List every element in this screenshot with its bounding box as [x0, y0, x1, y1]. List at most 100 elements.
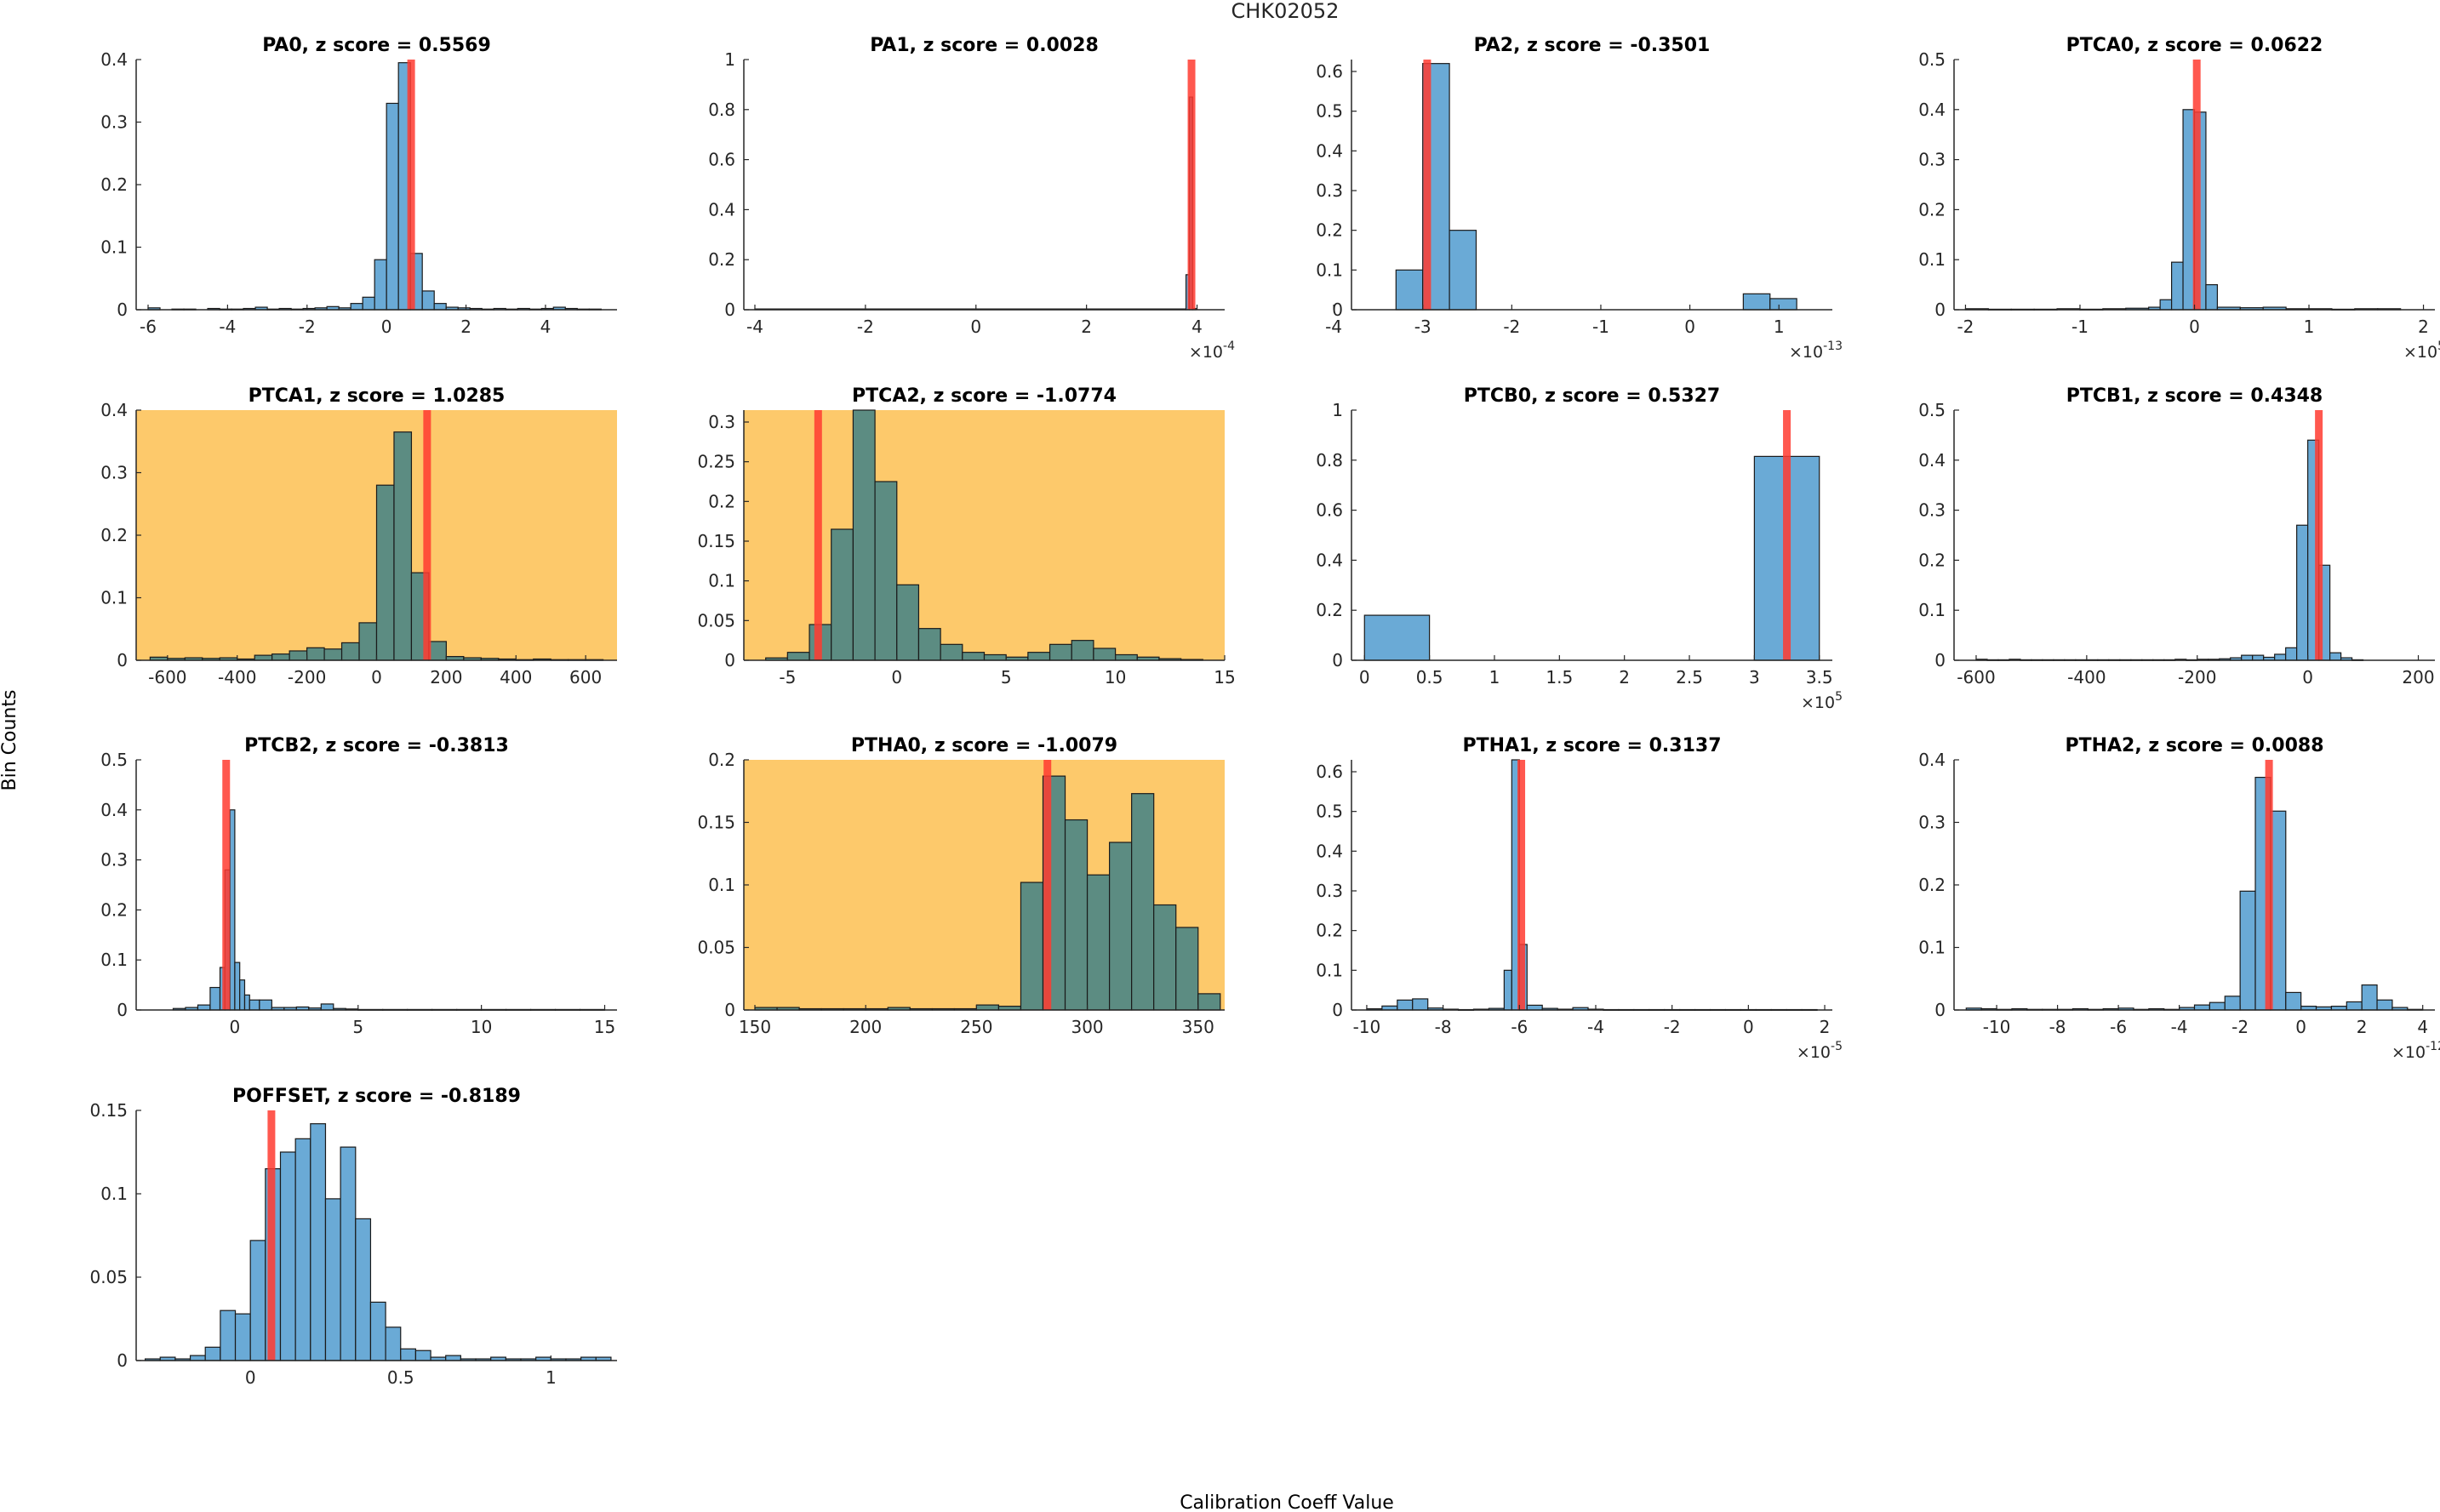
histogram-bar	[362, 296, 375, 311]
histogram-bar	[940, 643, 963, 661]
y-tick-label: 0.6	[708, 150, 735, 170]
histogram-bar	[375, 484, 395, 661]
y-tick-label: 0.8	[1316, 450, 1343, 471]
x-tick-label: 400	[500, 667, 532, 688]
x-tick-label: -600	[148, 667, 186, 688]
histogram-bar	[323, 648, 343, 661]
y-tick-label: 0.3	[708, 412, 735, 432]
x-tick-label: -400	[2067, 667, 2106, 688]
x-tick-label: 4	[2417, 1017, 2428, 1037]
histogram-bar	[414, 1349, 431, 1361]
histogram-bar	[917, 628, 941, 661]
x-tick-label: 4	[1191, 317, 1203, 337]
y-tick-label: 0.4	[1316, 140, 1343, 161]
y-tick-label: 0.3	[1918, 500, 1946, 521]
histogram-bar	[1114, 653, 1138, 661]
histogram-bar	[289, 650, 308, 661]
x-tick-label: 0	[371, 667, 382, 688]
histogram-panel: 0 0.5 1 0 0.05 0.1 0.15 POFFSET, z score = -0.8…	[89, 1086, 617, 1388]
histogram-bar	[1049, 643, 1072, 661]
y-tick-label: 0.05	[697, 610, 735, 630]
y-tick-label: 0.1	[100, 1184, 128, 1204]
x-axis-exponent: ×105	[1801, 690, 1843, 712]
figure-title: CHK02052	[1231, 0, 1340, 23]
histogram-panel: -4 -3 -2 -1 0 1 0 0.1 0.2 0.3 0.4 0.5 0.6 ×10-13 PA2, …	[1316, 35, 1843, 362]
y-tick-label: 0.2	[1918, 875, 1946, 895]
histogram-bar	[271, 653, 290, 661]
current-value-marker	[407, 60, 415, 310]
histogram-bar	[2346, 1001, 2363, 1011]
x-tick-label: 1	[1489, 667, 1500, 688]
x-tick-label: 1	[1774, 317, 1785, 337]
histogram-bar	[1449, 230, 1477, 311]
x-tick-label: 15	[594, 1017, 615, 1037]
y-tick-label: 0	[1934, 650, 1946, 670]
x-tick-label: 0	[230, 1017, 241, 1037]
x-tick-label: 600	[569, 667, 602, 688]
x-tick-label: 200	[2402, 667, 2434, 688]
x-tick-label: 200	[430, 667, 462, 688]
histogram-panel: -5 0 5 10 15 0 0.05 0.1 0.15 0.2 0.25 0.3 PTCA2, z s…	[697, 385, 1235, 688]
current-value-marker	[2265, 760, 2273, 1010]
y-tick-label: 0.4	[708, 199, 735, 220]
histogram-bar	[234, 961, 241, 1011]
y-tick-label: 0.3	[1918, 150, 1946, 170]
histogram-bar	[1412, 998, 1429, 1011]
panel-title: PA2, z score = -0.3501	[1474, 35, 1711, 56]
histogram-bar	[2241, 654, 2254, 661]
histogram-bar	[369, 1301, 386, 1361]
histogram-bar	[1086, 874, 1111, 1011]
histogram-panel: 0 0.5 1 1.5 2 2.5 3 3.5 0 0.2 0.4 0.6 0.8 1 ×105 PTCB0,…	[1316, 385, 1843, 712]
panel-title: PTCB1, z score = 0.4348	[2066, 385, 2323, 407]
histogram-bar	[1503, 969, 1512, 1011]
y-tick-label: 0.15	[89, 1100, 128, 1121]
x-tick-label: 2.5	[1676, 667, 1703, 688]
histogram-bar	[1153, 904, 1177, 1011]
y-tick-label: 0.1	[708, 571, 735, 591]
panel-title: PTHA1, z score = 0.3137	[1462, 735, 1721, 756]
histogram-bar	[320, 1003, 334, 1011]
y-tick-label: 0.2	[100, 899, 128, 920]
histogram-bar	[393, 431, 413, 661]
current-value-marker	[2315, 410, 2323, 660]
x-tick-label: -400	[218, 667, 256, 688]
histogram-bar	[358, 622, 378, 661]
y-tick-label: 0.1	[100, 237, 128, 258]
histogram-bar	[874, 481, 898, 661]
figure-x-axis-label: Calibration Coeff Value	[1180, 1492, 1394, 1512]
x-axis-exponent: ×10-13	[1789, 339, 1843, 362]
histogram-bar	[306, 647, 325, 661]
histogram-panel: -4 -2 0 2 4 0 0.2 0.4 0.6 0.8 1 ×10-4 PA1, z score =…	[708, 35, 1235, 362]
x-tick-label: -10	[1983, 1017, 2011, 1037]
histogram-bar	[254, 654, 273, 661]
x-tick-label: 0	[2189, 317, 2200, 337]
y-tick-label: 0.4	[1316, 841, 1343, 861]
x-tick-label: -3	[1414, 317, 1431, 337]
histogram-bar	[2285, 991, 2302, 1011]
histogram-panel: 0 5 10 15 0 0.1 0.2 0.3 0.4 0.5 PTCB2, z score = -…	[100, 735, 617, 1037]
x-tick-label: 300	[1071, 1017, 1103, 1037]
x-tick-label: 2	[2418, 317, 2429, 337]
x-tick-label: 250	[960, 1017, 992, 1037]
x-tick-label: 2	[1081, 317, 1092, 337]
x-tick-label: -4	[1325, 317, 1342, 337]
histogram-bar	[2171, 261, 2184, 311]
x-tick-label: 0	[891, 667, 902, 688]
y-tick-label: 0.6	[1316, 762, 1343, 782]
histogram-bar	[340, 642, 360, 661]
x-tick-label: -2	[1503, 317, 1520, 337]
histogram-bar	[374, 259, 387, 311]
y-tick-label: 0.15	[697, 813, 735, 833]
x-tick-label: 10	[471, 1017, 492, 1037]
x-tick-label: 2	[460, 317, 471, 337]
y-tick-label: 0.2	[1316, 600, 1343, 620]
x-tick-label: -2	[1664, 1017, 1681, 1037]
x-tick-label: -2	[857, 317, 874, 337]
y-tick-label: 0	[117, 1000, 128, 1020]
x-tick-label: -4	[2171, 1017, 2188, 1037]
y-tick-label: 0.4	[100, 49, 128, 70]
x-tick-label: 0	[2295, 1017, 2306, 1037]
x-tick-label: 0.5	[387, 1367, 414, 1388]
current-value-marker	[1517, 760, 1526, 1010]
y-tick-label: 0.1	[1918, 600, 1946, 620]
